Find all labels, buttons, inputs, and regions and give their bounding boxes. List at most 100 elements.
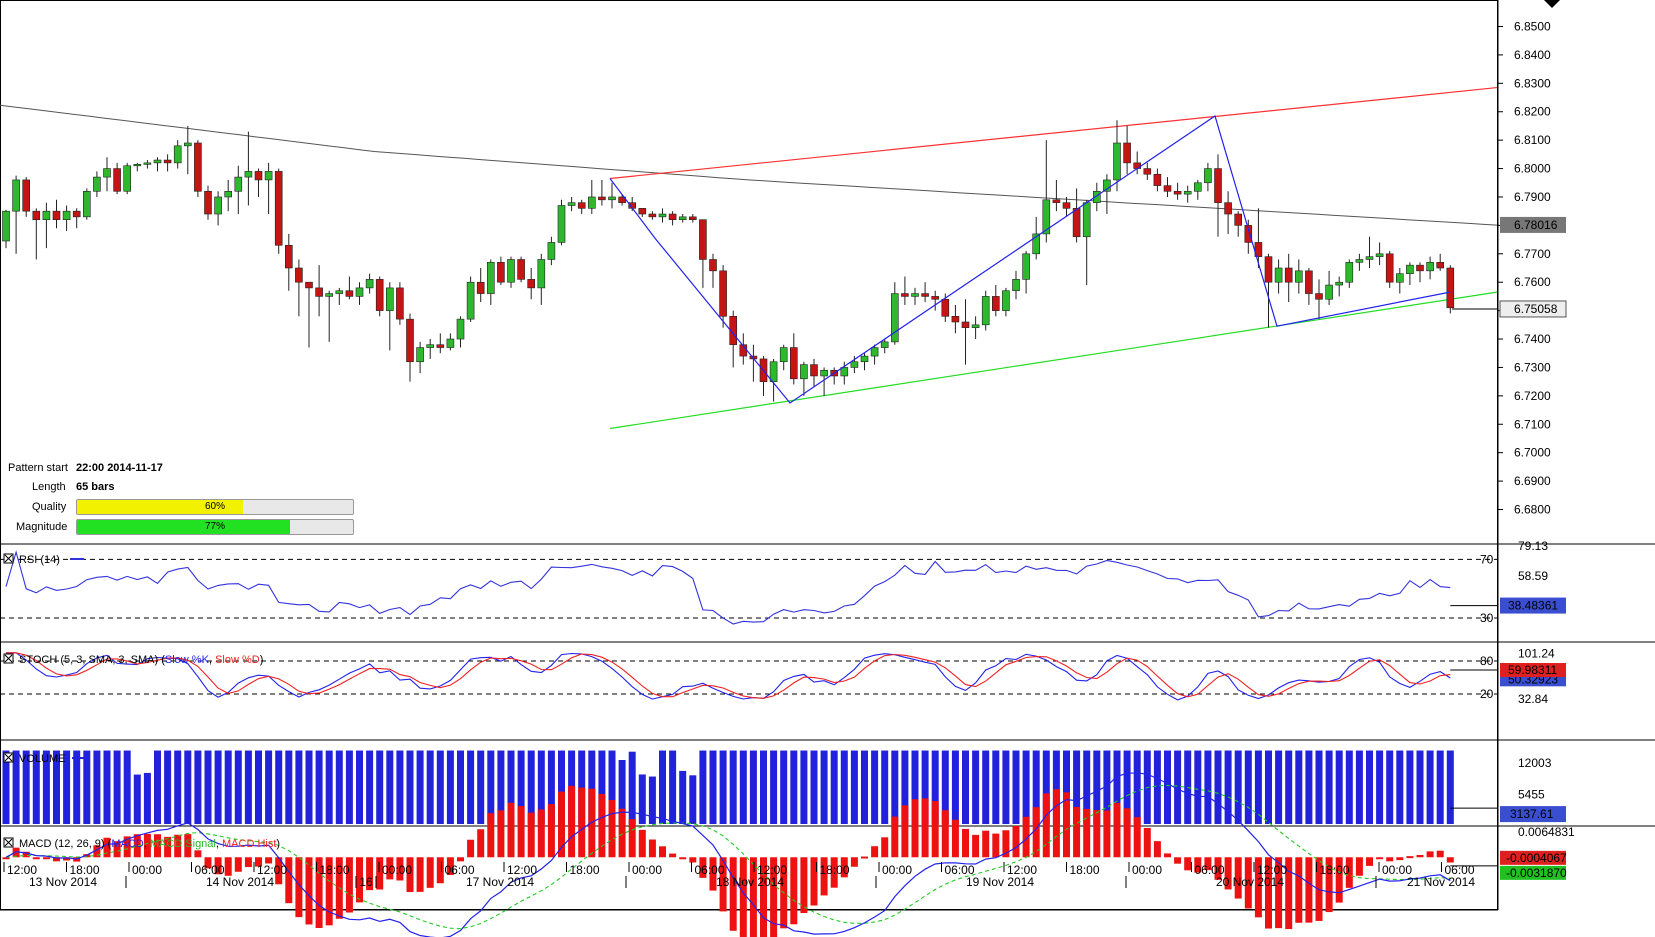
stoch-header: STOCH (5, 3, SMA, 3, SMA) (Slow %K, Slow… xyxy=(3,653,263,666)
macd-hist-bar xyxy=(1285,857,1293,930)
candle-body xyxy=(123,165,131,192)
price-tick-label: 6.6900 xyxy=(1514,474,1551,488)
volume-bar xyxy=(12,750,20,824)
macd-hist-bar xyxy=(376,857,384,890)
stoch-k-label: Slow %K xyxy=(165,654,210,666)
volume-bar xyxy=(517,750,525,824)
macd-hist-bar xyxy=(1345,857,1353,888)
time-hour-label: 12:00 xyxy=(257,863,287,877)
candle-body xyxy=(42,210,51,220)
candle-body xyxy=(184,142,192,147)
volume-bar xyxy=(1315,750,1323,824)
candle xyxy=(163,154,172,172)
candle xyxy=(870,344,879,365)
candle xyxy=(971,316,980,340)
candle-body xyxy=(1355,259,1364,263)
time-hour-label: 18:00 xyxy=(569,863,599,877)
candle xyxy=(618,194,626,206)
volume-bar xyxy=(941,750,949,824)
candle xyxy=(62,205,71,232)
candle xyxy=(1052,179,1061,212)
candle-body xyxy=(1365,256,1374,260)
macd-hist-bar xyxy=(1194,857,1202,873)
candle-body xyxy=(880,341,889,348)
candle-body xyxy=(1062,202,1071,209)
volume-bar xyxy=(386,750,394,824)
macd-hist-bar xyxy=(1143,827,1151,858)
macd-hist-bar xyxy=(22,851,30,858)
candle xyxy=(153,157,162,172)
macd-hist-bar xyxy=(396,857,404,881)
macd-hist-bar xyxy=(275,857,283,885)
candle-body xyxy=(244,171,253,178)
volume-bar xyxy=(547,750,555,824)
candle xyxy=(32,208,41,260)
macd-hist-bar xyxy=(174,834,182,858)
date-label: 21 Nov 2014 xyxy=(1407,875,1475,889)
volume-bar xyxy=(356,750,363,824)
candle xyxy=(406,313,414,382)
macd-hist-bar xyxy=(477,829,485,858)
macd-hist-bar xyxy=(598,793,606,858)
candle xyxy=(1113,120,1121,192)
macd-hist-bar xyxy=(547,804,555,858)
candle xyxy=(497,256,505,286)
candle-body xyxy=(890,293,899,343)
price-tick-label: 6.7300 xyxy=(1514,360,1551,374)
macd-signal-line xyxy=(5,784,1451,930)
candle-body xyxy=(416,347,424,363)
time-hour-label: 06:00 xyxy=(1194,863,1224,877)
macd-signal-last-box xyxy=(1500,865,1566,880)
candle xyxy=(1385,250,1394,288)
candle-body xyxy=(173,145,182,164)
candle-body xyxy=(1264,256,1273,283)
candle-body xyxy=(668,213,677,221)
candle xyxy=(1345,259,1354,288)
pattern-quality-label: Quality xyxy=(32,501,67,513)
scroll-marker-icon[interactable] xyxy=(1544,0,1560,8)
price-tick-label: 6.8200 xyxy=(1514,105,1551,119)
macd-hist-bar xyxy=(194,850,202,858)
candle xyxy=(375,276,384,317)
candle xyxy=(678,214,687,223)
macd-hist-bar xyxy=(1305,857,1313,923)
candle xyxy=(860,353,869,371)
candle xyxy=(517,256,525,283)
volume-bar xyxy=(194,750,202,824)
volume-bar xyxy=(93,750,101,824)
price-axis: 6.8500 6.8400 6.8300 6.8200 6.8100 6.8000 6.79… xyxy=(1498,20,1567,517)
volume-bar xyxy=(840,750,848,824)
macd-hist-bar xyxy=(345,857,353,913)
volume-bar xyxy=(143,772,151,824)
candle-body xyxy=(1426,262,1434,272)
candle xyxy=(113,162,121,195)
candle xyxy=(1234,211,1242,237)
macd-hist-bar xyxy=(255,857,262,867)
candle-body xyxy=(113,168,121,192)
candle xyxy=(264,162,273,215)
rsi-last-box xyxy=(1500,597,1566,614)
volume-bar xyxy=(1426,750,1434,824)
quality-bar: 60% xyxy=(76,499,354,515)
svg-text:STOCH (5, 3, SMA, 3, SMA): STOCH (5, 3, SMA, 3, SMA) (Slow %K, Slow… xyxy=(19,654,263,666)
time-hour-label: 18:00 xyxy=(1069,863,1099,877)
macd-hist-bar xyxy=(1265,857,1272,929)
volume-bar xyxy=(22,750,30,824)
candle xyxy=(668,211,677,226)
last-price-box xyxy=(1499,300,1567,318)
macd-hist-bar xyxy=(537,809,545,858)
volume-bar xyxy=(891,750,899,824)
candle xyxy=(840,361,849,385)
candle xyxy=(658,208,667,223)
candle-body xyxy=(1103,179,1111,192)
macd-hist-bar xyxy=(507,802,515,858)
volume-bar xyxy=(1254,750,1262,824)
candle xyxy=(911,287,919,305)
stoch-d-last-label: 59.98311 xyxy=(1508,663,1557,677)
macd-hist-bar xyxy=(123,836,131,858)
volume-bar xyxy=(255,750,262,824)
candle xyxy=(507,256,515,288)
macd-hist-bar xyxy=(1436,850,1444,858)
macd-hist-bar xyxy=(679,857,687,860)
volume-bar xyxy=(638,774,646,824)
